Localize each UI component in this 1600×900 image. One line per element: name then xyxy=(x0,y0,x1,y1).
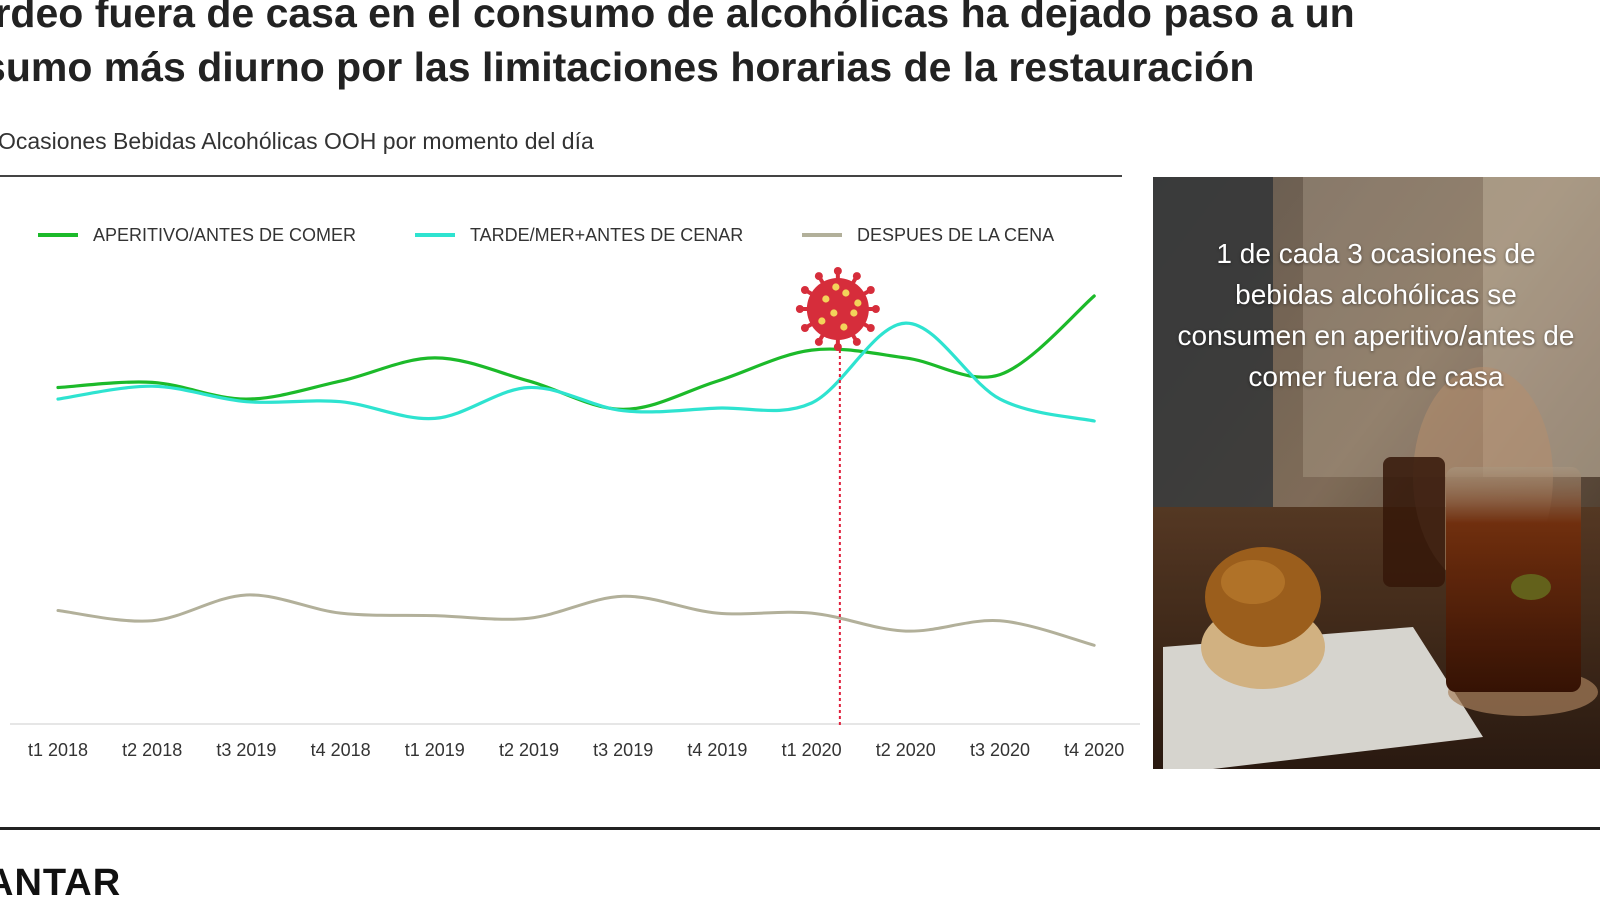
x-tick-label: t4 2019 xyxy=(687,740,747,760)
x-tick-label: t1 2020 xyxy=(782,740,842,760)
chart-subtitle: Ocasiones Bebidas Alcohólicas OOH por mo… xyxy=(0,128,594,154)
x-tick-label: t1 2019 xyxy=(405,740,465,760)
callout-text: 1 de cada 3 ocasiones de bebidas alcohól… xyxy=(1177,238,1575,392)
x-tick-label: t2 2018 xyxy=(122,740,182,760)
series-aperitivo xyxy=(56,294,1096,411)
legend-label-despues: DESPUES DE LA CENA xyxy=(857,225,1054,245)
series-layer xyxy=(56,294,1096,647)
legend-label-aperitivo: APERITIVO/ANTES DE COMER xyxy=(93,225,356,245)
brand-logo: ANTAR xyxy=(0,862,122,900)
x-axis-ticks: t1 2018 t2 2018 t3 2019 t4 2018 t1 2019 t2 20… xyxy=(28,740,1124,760)
x-tick-label: t3 2019 xyxy=(216,740,276,760)
top-divider xyxy=(0,175,1122,177)
title-line-2: nsumo más diurno por las limitaciones ho… xyxy=(0,44,1255,90)
x-tick-label: t2 2019 xyxy=(499,740,559,760)
covid-marker xyxy=(795,267,880,725)
x-tick-label: t4 2020 xyxy=(1064,740,1124,760)
x-tick-label: t3 2019 xyxy=(593,740,653,760)
footer-divider xyxy=(0,827,1600,830)
page-title: tardeo fuera de casa en el consumo de al… xyxy=(0,0,1598,94)
legend-label-tarde: TARDE/MER+ANTES DE CENAR xyxy=(470,225,743,245)
photo-panel: 1 de cada 3 ocasiones de bebidas alcohól… xyxy=(1153,177,1600,769)
virus-icon xyxy=(795,267,880,351)
series-despues xyxy=(56,593,1096,647)
x-tick-label: t2 2020 xyxy=(876,740,936,760)
bar-photo-image xyxy=(1153,177,1600,769)
series-tarde xyxy=(56,321,1096,423)
x-tick-label: t1 2018 xyxy=(28,740,88,760)
x-tick-label: t3 2020 xyxy=(970,740,1030,760)
title-line-1: tardeo fuera de casa en el consumo de al… xyxy=(0,0,1355,36)
chart-legend: APERITIVO/ANTES DE COMER TARDE/MER+ANTES … xyxy=(38,225,1054,245)
line-chart: APERITIVO/ANTES DE COMER TARDE/MER+ANTES … xyxy=(10,225,1140,760)
x-tick-label: t4 2018 xyxy=(311,740,371,760)
